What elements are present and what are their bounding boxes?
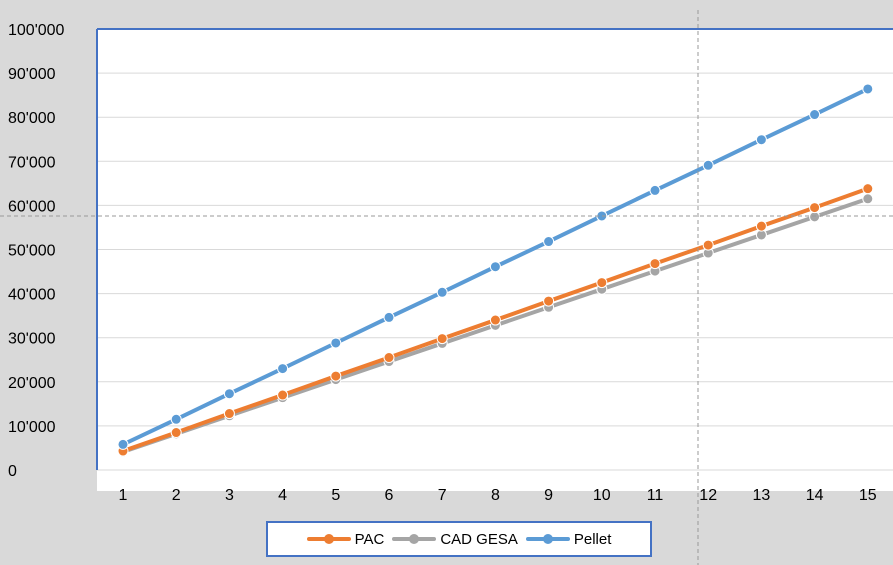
legend-swatch-pellet	[525, 534, 570, 544]
x-tick-label: 1	[119, 487, 128, 504]
data-point-cad-gesa	[862, 193, 874, 205]
y-tick-label: 40'000	[8, 287, 56, 304]
y-tick-label: 100'000	[8, 22, 65, 39]
data-point-pac	[755, 220, 767, 232]
x-tick-label: 10	[593, 487, 611, 504]
data-point-pac	[277, 389, 289, 401]
data-point-pellet	[809, 109, 821, 121]
data-point-pellet	[755, 134, 767, 146]
y-tick-label: 60'000	[8, 198, 56, 215]
data-point-pellet	[543, 236, 555, 248]
y-tick-label: 90'000	[8, 66, 56, 83]
legend-label-cad-gesa: CAD GESA	[440, 530, 518, 548]
x-tick-label: 7	[438, 487, 447, 504]
data-point-cad-gesa	[809, 211, 821, 223]
x-tick-label: 2	[172, 487, 181, 504]
y-tick-label: 50'000	[8, 243, 56, 260]
x-tick-label: 3	[225, 487, 234, 504]
legend-swatch-pac	[306, 534, 351, 544]
data-point-pellet	[170, 413, 182, 425]
data-point-pellet	[436, 286, 448, 298]
legend: PAC CAD GESA Pellet	[266, 521, 652, 557]
data-point-pac	[330, 370, 342, 382]
data-point-pellet	[489, 261, 501, 273]
data-point-pac	[596, 277, 608, 289]
data-point-pac	[543, 295, 555, 307]
data-point-pellet	[277, 363, 289, 375]
x-tick-label: 9	[544, 487, 553, 504]
x-tick-label: 11	[647, 487, 664, 504]
data-point-pellet	[383, 311, 395, 323]
legend-label-pellet: Pellet	[573, 530, 612, 548]
x-tick-label: 5	[331, 487, 340, 504]
y-tick-label: 30'000	[8, 331, 56, 348]
data-point-pac	[489, 314, 501, 326]
legend-item-cad-gesa: CAD GESA	[392, 531, 518, 548]
data-point-pac	[436, 333, 448, 345]
legend-label-pac: PAC	[354, 530, 385, 548]
x-tick-label: 15	[859, 487, 877, 504]
legend-item-pellet: Pellet	[525, 530, 612, 548]
data-point-pac	[649, 258, 661, 270]
data-point-pac	[862, 183, 874, 195]
data-point-pellet	[649, 184, 661, 196]
data-point-pac	[702, 239, 714, 251]
data-point-pac	[170, 427, 182, 439]
data-point-pellet	[862, 83, 874, 95]
data-point-pac	[809, 202, 821, 214]
data-point-pellet	[117, 438, 129, 450]
x-tick-label: 14	[806, 487, 824, 504]
data-point-pellet	[330, 337, 342, 349]
legend-swatch-cad-gesa	[392, 534, 437, 544]
y-tick-label: 80'000	[8, 110, 56, 127]
data-point-pac	[383, 352, 395, 364]
data-point-pellet	[223, 388, 235, 400]
x-tick-label: 4	[278, 487, 287, 504]
data-point-pac	[223, 408, 235, 420]
x-tick-label: 6	[385, 487, 394, 504]
legend-item-pac: PAC	[306, 530, 385, 548]
x-tick-label: 12	[699, 487, 717, 504]
y-tick-label: 10'000	[8, 419, 56, 436]
data-point-pellet	[702, 159, 714, 171]
x-tick-label: 8	[491, 487, 500, 504]
y-tick-label: 0	[8, 463, 17, 480]
y-tick-label: 70'000	[8, 154, 56, 171]
x-tick-label: 13	[753, 487, 771, 504]
y-tick-label: 20'000	[8, 375, 56, 392]
